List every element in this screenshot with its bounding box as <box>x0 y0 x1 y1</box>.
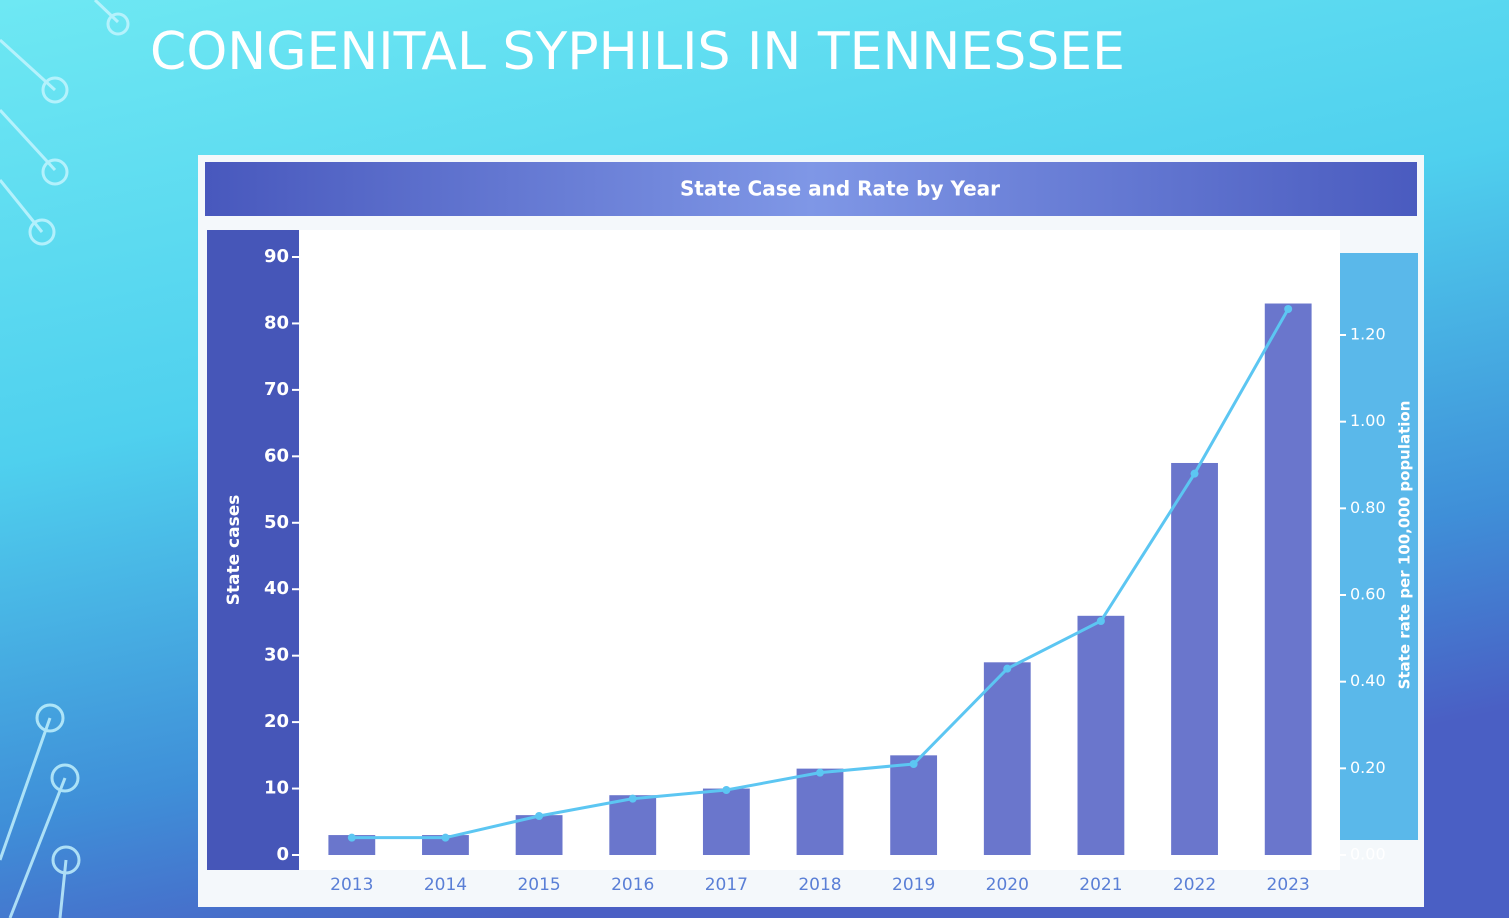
rate-point <box>1003 664 1012 673</box>
y2-tick-label: 0.40 <box>1350 671 1386 690</box>
bar <box>983 662 1031 855</box>
x-tick-label: 2020 <box>986 875 1029 895</box>
y-tick-label: 30 <box>264 645 289 666</box>
rate-point <box>909 760 918 768</box>
bar <box>890 755 938 855</box>
y-tick-label: 80 <box>264 312 289 333</box>
x-tick-label: 2018 <box>798 875 841 895</box>
bar <box>1171 462 1218 855</box>
chart-header <box>205 162 1417 216</box>
bar <box>422 835 469 855</box>
y2-tick-label: 0.80 <box>1350 498 1386 517</box>
slide-title: CONGENITAL SYPHILIS IN TENNESSEE <box>150 22 1125 82</box>
rate-point <box>347 833 356 842</box>
y2-tick-label: 0.00 <box>1350 845 1386 864</box>
x-tick-label: 2013 <box>330 875 373 895</box>
x-tick-label: 2022 <box>1173 875 1216 895</box>
chart-title: State Case and Rate by Year <box>680 177 1000 201</box>
y-axis-title: State cases <box>224 495 244 606</box>
bar <box>1077 615 1125 855</box>
bar <box>515 815 563 855</box>
rate-point <box>535 812 544 820</box>
x-tick-label: 2019 <box>892 875 935 895</box>
y-tick-label: 70 <box>264 379 289 400</box>
y-tick-label: 90 <box>264 246 289 267</box>
y2-tick-label: 0.60 <box>1350 585 1386 604</box>
bar <box>328 835 376 855</box>
rate-point <box>816 768 824 777</box>
plot-area <box>299 230 1340 870</box>
circuit-decor <box>0 0 130 918</box>
rate-point <box>1096 617 1105 625</box>
x-tick-label: 2014 <box>424 875 467 895</box>
rate-point <box>441 833 450 842</box>
x-tick-label: 2016 <box>611 875 654 895</box>
x-tick-label: 2015 <box>517 875 560 895</box>
bar <box>796 768 844 855</box>
y-tick-label: 60 <box>264 445 289 466</box>
rate-point <box>628 794 637 803</box>
x-tick-label: 2023 <box>1267 875 1310 895</box>
bar <box>609 795 657 855</box>
rate-point <box>722 786 731 794</box>
bar <box>702 788 750 855</box>
y-tick-label: 10 <box>264 778 289 799</box>
bar <box>1264 303 1312 855</box>
y-tick-label: 50 <box>264 512 289 533</box>
x-tick-label: 2017 <box>705 875 748 895</box>
y2-tick-label: 1.20 <box>1350 325 1386 344</box>
y2-axis-band <box>1340 253 1418 840</box>
x-tick-label: 2021 <box>1079 875 1122 895</box>
y2-tick-label: 0.20 <box>1350 758 1386 777</box>
rate-point <box>1190 469 1199 478</box>
y2-tick-label: 1.00 <box>1350 411 1386 430</box>
y-tick-label: 40 <box>264 578 289 599</box>
y2-axis-title: State rate per 100,000 population <box>1396 401 1414 690</box>
y-tick-label: 0 <box>276 844 289 865</box>
rate-point <box>1284 305 1293 313</box>
y-tick-label: 20 <box>264 711 289 732</box>
y-axis-band <box>207 230 299 870</box>
